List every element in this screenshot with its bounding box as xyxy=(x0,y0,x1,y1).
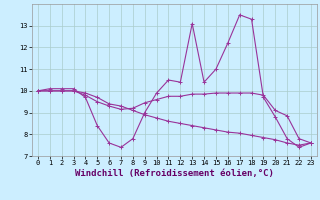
X-axis label: Windchill (Refroidissement éolien,°C): Windchill (Refroidissement éolien,°C) xyxy=(75,169,274,178)
